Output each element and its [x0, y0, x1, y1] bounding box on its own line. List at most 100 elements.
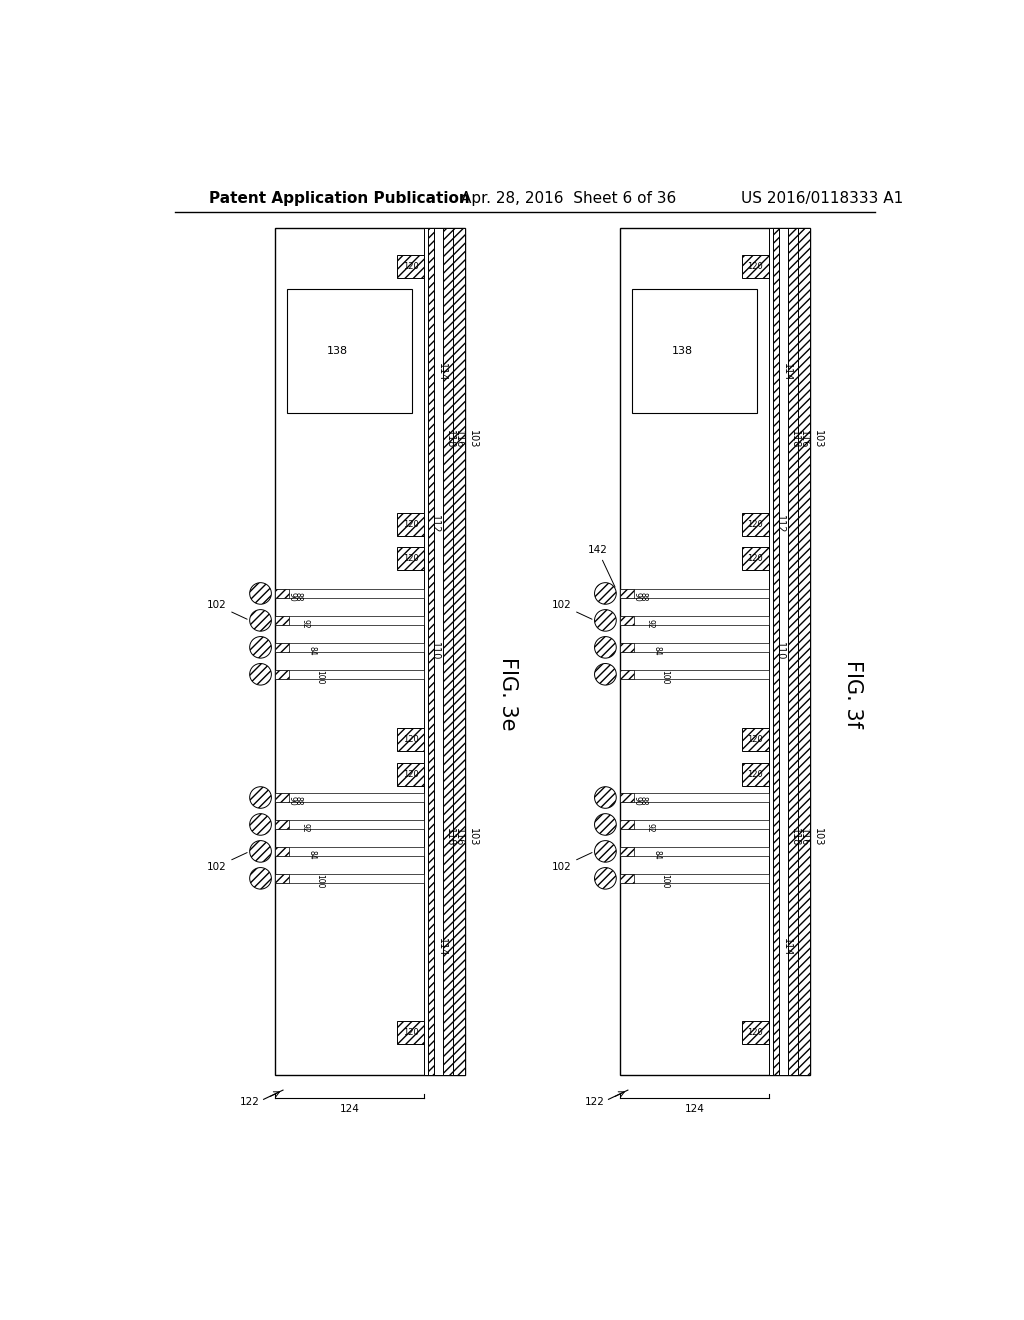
Bar — [632, 289, 758, 413]
Circle shape — [250, 582, 271, 605]
Text: 100: 100 — [659, 671, 669, 685]
Bar — [621, 793, 634, 803]
Bar — [275, 820, 289, 829]
Bar — [621, 615, 634, 626]
Bar — [397, 729, 424, 751]
Circle shape — [595, 582, 616, 605]
Bar — [621, 669, 769, 678]
Text: 84: 84 — [653, 645, 662, 655]
Bar — [741, 512, 769, 536]
Text: 120: 120 — [748, 770, 763, 779]
Text: 110: 110 — [775, 642, 784, 660]
Bar — [397, 512, 424, 536]
Text: 90: 90 — [288, 796, 297, 805]
Bar — [397, 548, 424, 570]
Bar — [434, 227, 443, 1074]
Bar — [621, 615, 769, 626]
Bar — [779, 227, 788, 1074]
Text: Apr. 28, 2016  Sheet 6 of 36: Apr. 28, 2016 Sheet 6 of 36 — [461, 191, 677, 206]
Bar — [788, 227, 798, 1074]
Text: Patent Application Publication: Patent Application Publication — [209, 191, 469, 206]
Text: 88: 88 — [294, 796, 303, 805]
Bar — [275, 669, 289, 678]
Text: 90: 90 — [633, 591, 642, 602]
Text: 100: 100 — [315, 874, 324, 888]
Text: 118: 118 — [790, 430, 800, 449]
Text: 118: 118 — [790, 829, 800, 846]
Bar — [621, 643, 634, 652]
Bar — [621, 589, 634, 598]
Bar — [275, 874, 424, 883]
Bar — [275, 643, 424, 652]
Text: FIG. 3e: FIG. 3e — [498, 657, 518, 730]
Circle shape — [250, 841, 271, 862]
Text: 120: 120 — [402, 770, 419, 779]
Text: 88: 88 — [639, 591, 648, 602]
Bar — [275, 874, 289, 883]
Text: 103: 103 — [468, 430, 478, 449]
Circle shape — [595, 841, 616, 862]
Text: 102: 102 — [207, 601, 247, 619]
Text: 116: 116 — [799, 829, 809, 846]
Circle shape — [595, 664, 616, 685]
Text: 92: 92 — [646, 822, 655, 833]
Bar — [428, 227, 434, 1074]
Text: 124: 124 — [685, 1105, 705, 1114]
Bar — [397, 763, 424, 785]
Text: 84: 84 — [308, 850, 317, 859]
Text: 114: 114 — [437, 363, 446, 381]
Text: 122: 122 — [585, 1097, 604, 1106]
Text: 120: 120 — [748, 554, 763, 564]
Text: 120: 120 — [748, 520, 763, 528]
Bar — [741, 548, 769, 570]
Text: 142: 142 — [588, 545, 615, 587]
Circle shape — [250, 636, 271, 659]
Text: 88: 88 — [294, 591, 303, 602]
Text: 84: 84 — [653, 850, 662, 859]
Text: 90: 90 — [633, 796, 642, 805]
Bar — [621, 589, 769, 598]
Bar — [397, 1020, 424, 1044]
Bar — [621, 793, 769, 803]
Bar — [621, 874, 634, 883]
Bar — [798, 227, 810, 1074]
Bar — [621, 874, 769, 883]
Bar — [424, 227, 428, 1074]
Bar — [741, 255, 769, 277]
Circle shape — [250, 610, 271, 631]
Text: 116: 116 — [799, 430, 809, 449]
Circle shape — [595, 867, 616, 890]
Text: 102: 102 — [552, 601, 592, 619]
Bar — [275, 793, 424, 803]
Circle shape — [250, 867, 271, 890]
Circle shape — [250, 664, 271, 685]
Bar — [769, 227, 773, 1074]
Text: 120: 120 — [402, 554, 419, 564]
Bar — [741, 1020, 769, 1044]
Bar — [275, 589, 289, 598]
Text: 138: 138 — [327, 346, 348, 356]
Text: FIG. 3f: FIG. 3f — [843, 660, 862, 727]
Text: 103: 103 — [468, 829, 478, 846]
Bar — [621, 643, 769, 652]
Bar — [621, 820, 634, 829]
Bar — [741, 763, 769, 785]
Bar — [773, 227, 779, 1074]
Text: 112: 112 — [430, 515, 440, 533]
Bar — [275, 820, 424, 829]
Text: 92: 92 — [301, 822, 310, 833]
Bar — [275, 615, 424, 626]
Circle shape — [250, 787, 271, 808]
Bar — [275, 643, 289, 652]
Text: 114: 114 — [437, 939, 446, 957]
Bar — [287, 289, 413, 413]
Text: 110: 110 — [430, 642, 440, 660]
Bar — [621, 669, 634, 678]
Text: 100: 100 — [659, 874, 669, 888]
Text: 103: 103 — [813, 430, 822, 449]
Bar — [621, 847, 634, 855]
Circle shape — [595, 787, 616, 808]
Bar — [741, 729, 769, 751]
Text: 138: 138 — [672, 346, 692, 356]
Text: 90: 90 — [288, 591, 297, 602]
